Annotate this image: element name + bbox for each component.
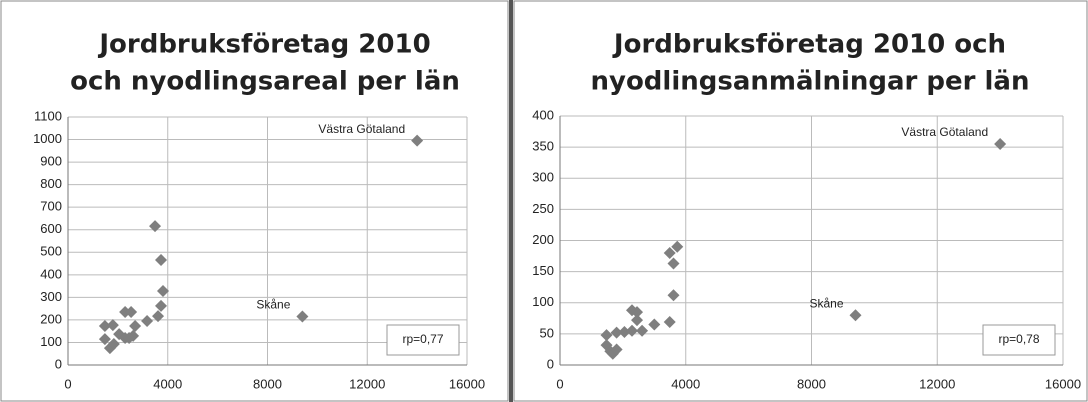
y-tick-label: 350 xyxy=(532,139,554,154)
y-tick-label: 100 xyxy=(40,334,62,349)
point xyxy=(648,318,661,331)
x-tick-label: 0 xyxy=(64,376,71,391)
point xyxy=(994,138,1007,151)
x-tick-label: 12000 xyxy=(919,376,955,391)
point-label: Västra Götaland xyxy=(318,122,405,136)
point-label: Västra Götaland xyxy=(901,125,988,139)
y-tick-label: 1100 xyxy=(34,108,62,123)
annotation: rp=0,78 xyxy=(998,332,1039,346)
point xyxy=(149,220,162,233)
point xyxy=(296,310,309,323)
point xyxy=(610,343,623,356)
x-tick-label: 4000 xyxy=(671,376,700,391)
annotation-box xyxy=(386,324,460,356)
point xyxy=(141,315,154,328)
y-tick-label: 200 xyxy=(40,311,62,326)
y-tick-label: 0 xyxy=(55,356,62,371)
y-tick-label: 250 xyxy=(532,201,554,216)
x-tick-label: 4000 xyxy=(153,376,182,391)
point xyxy=(157,285,170,298)
point xyxy=(631,306,644,319)
chart-title: Jordbruksföretag 2010 xyxy=(97,30,430,60)
point xyxy=(667,257,680,270)
point xyxy=(667,289,680,302)
chart-title: Jordbruksföretag 2010 och xyxy=(612,30,1006,60)
y-tick-label: 400 xyxy=(40,266,62,281)
point xyxy=(411,134,424,147)
y-tick-label: 400 xyxy=(532,107,554,122)
annotation-box xyxy=(982,324,1056,356)
annotation: rp=0,77 xyxy=(402,332,443,346)
x-tick-label: 8000 xyxy=(797,376,826,391)
y-tick-label: 700 xyxy=(40,199,62,214)
point xyxy=(631,314,644,327)
point xyxy=(618,326,631,339)
chart-title: nyodlingsanmälningar per län xyxy=(590,67,1029,97)
point xyxy=(127,329,140,342)
x-tick-label: 12000 xyxy=(349,376,385,391)
point xyxy=(625,324,638,337)
panel-separator xyxy=(509,0,513,402)
x-tick-label: 8000 xyxy=(253,376,282,391)
point xyxy=(671,240,684,253)
point xyxy=(98,319,111,332)
x-tick-label: 16000 xyxy=(449,376,485,391)
point xyxy=(663,246,676,259)
y-tick-label: 50 xyxy=(540,325,554,340)
y-tick-label: 100 xyxy=(532,294,554,309)
y-tick-label: 200 xyxy=(532,232,554,247)
y-tick-label: 300 xyxy=(532,170,554,185)
point xyxy=(106,319,119,332)
point xyxy=(663,316,676,329)
y-tick-label: 150 xyxy=(532,263,554,278)
point xyxy=(849,309,862,322)
x-tick-label: 16000 xyxy=(1045,376,1081,391)
point xyxy=(125,306,138,319)
point-label: Skåne xyxy=(256,298,290,312)
point xyxy=(123,331,136,344)
y-tick-label: 1000 xyxy=(33,131,62,146)
point xyxy=(152,310,165,323)
point xyxy=(129,319,142,332)
point xyxy=(155,299,168,312)
y-tick-label: 600 xyxy=(40,221,62,236)
y-tick-label: 500 xyxy=(40,244,62,259)
point xyxy=(98,333,111,346)
y-tick-label: 0 xyxy=(547,356,554,371)
point xyxy=(107,338,120,351)
point xyxy=(636,324,649,337)
point xyxy=(610,326,623,339)
y-tick-label: 800 xyxy=(40,176,62,191)
point xyxy=(600,329,613,342)
point xyxy=(155,253,168,266)
y-tick-label: 300 xyxy=(40,289,62,304)
x-tick-label: 0 xyxy=(556,376,563,391)
y-tick-label: 900 xyxy=(40,154,62,169)
chart-title: och nyodlingsareal per län xyxy=(70,67,460,97)
point-label: Skåne xyxy=(809,296,843,310)
